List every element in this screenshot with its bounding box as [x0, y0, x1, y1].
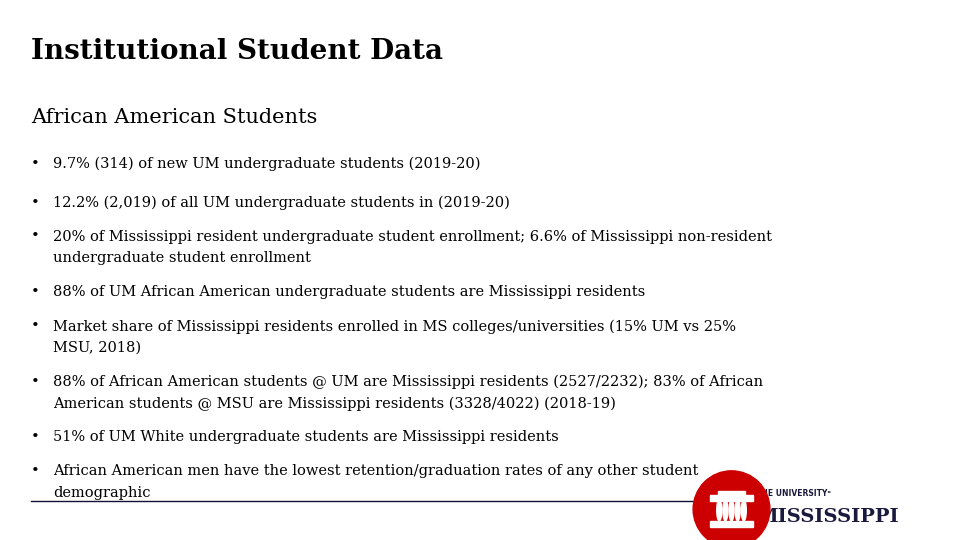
Bar [710, 521, 753, 526]
Text: MSU, 2018): MSU, 2018) [53, 341, 141, 355]
Text: 51% of UM White undergraduate students are Mississippi residents: 51% of UM White undergraduate students a… [53, 430, 559, 444]
Text: demographic: demographic [53, 486, 151, 500]
Text: •: • [31, 375, 39, 389]
Text: Institutional Student Data: Institutional Student Data [31, 38, 443, 65]
Text: •: • [31, 196, 39, 210]
Text: THE UNIVERSITYᵒ: THE UNIVERSITYᵒ [756, 489, 831, 498]
Text: 88% of African American students @ UM are Mississippi residents (2527/2232); 83%: 88% of African American students @ UM ar… [53, 375, 763, 389]
Ellipse shape [693, 471, 770, 540]
Text: Market share of Mississippi residents enrolled in MS colleges/universities (15% : Market share of Mississippi residents en… [53, 319, 735, 334]
Text: 9.7% (314) of new UM undergraduate students (2019-20): 9.7% (314) of new UM undergraduate stude… [53, 157, 480, 171]
Text: American students @ MSU are Mississippi residents (3328/4022) (2018-19): American students @ MSU are Mississippi … [53, 396, 615, 411]
Text: •: • [31, 464, 39, 478]
Text: African American men have the lowest retention/graduation rates of any other stu: African American men have the lowest ret… [53, 464, 698, 478]
Text: 12.2% (2,019) of all UM undergraduate students in (2019-20): 12.2% (2,019) of all UM undergraduate st… [53, 196, 510, 211]
Bar [710, 495, 753, 501]
Ellipse shape [717, 500, 722, 521]
Text: MISSISSIPPI: MISSISSIPPI [756, 509, 900, 526]
Ellipse shape [723, 500, 728, 521]
Text: 20% of Mississippi resident undergraduate student enrollment; 6.6% of Mississipp: 20% of Mississippi resident undergraduat… [53, 230, 772, 244]
Ellipse shape [741, 500, 746, 521]
Text: African American Students: African American Students [31, 108, 317, 127]
Ellipse shape [735, 500, 740, 521]
Text: •: • [31, 157, 39, 171]
Text: •: • [31, 430, 39, 444]
Text: •: • [31, 285, 39, 299]
Text: •: • [31, 319, 39, 333]
Bar [718, 491, 745, 495]
Text: undergraduate student enrollment: undergraduate student enrollment [53, 251, 311, 265]
Text: 88% of UM African American undergraduate students are Mississippi residents: 88% of UM African American undergraduate… [53, 285, 645, 299]
Text: •: • [31, 230, 39, 244]
Ellipse shape [729, 500, 734, 521]
